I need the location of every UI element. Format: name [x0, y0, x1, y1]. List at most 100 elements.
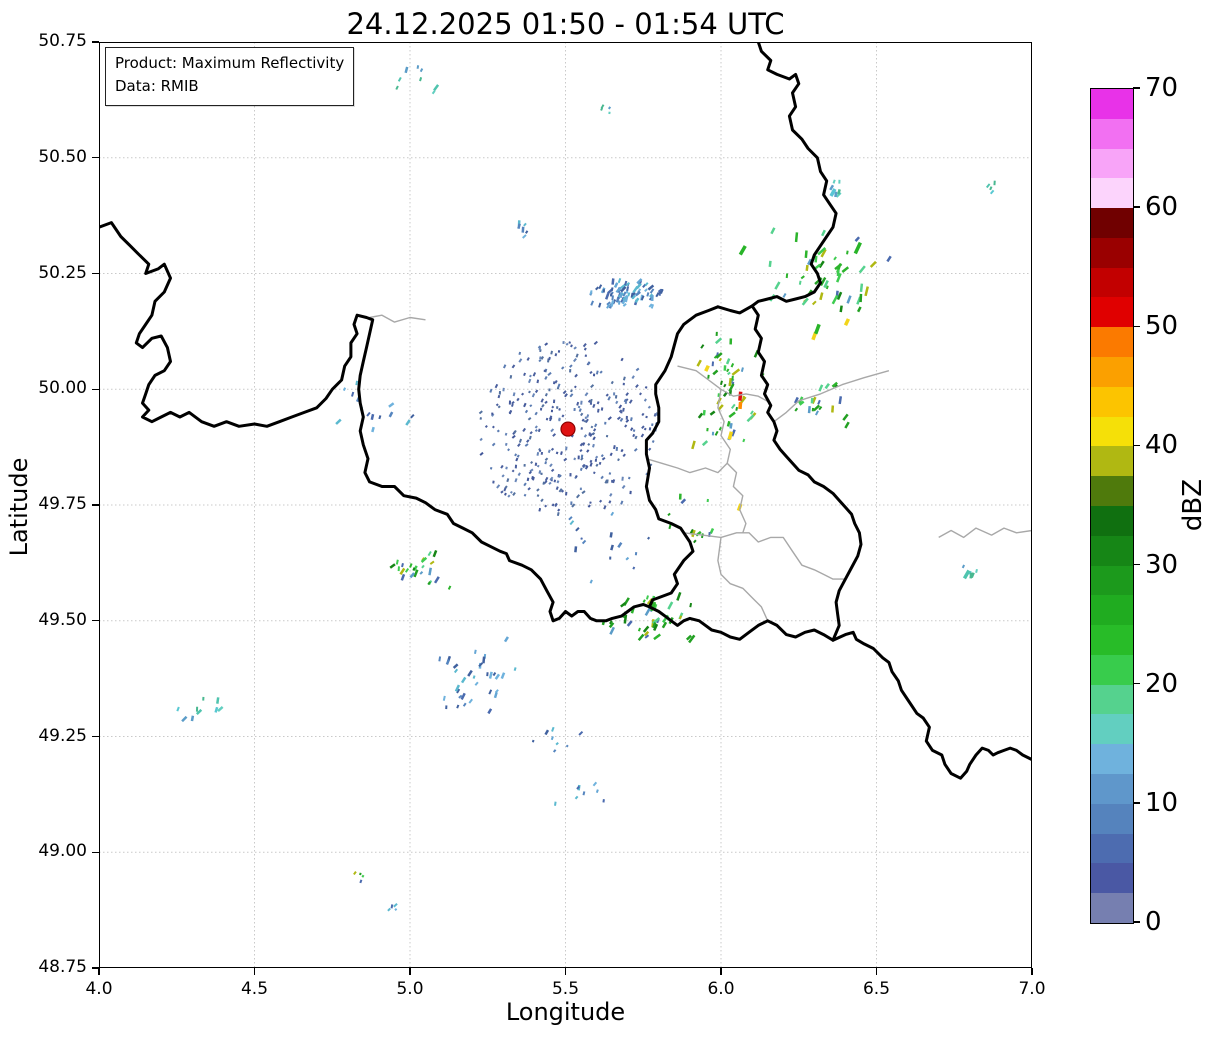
y-tick-mark: [92, 157, 99, 159]
country-borders: [99, 42, 1032, 780]
colorbar-label: dBZ: [1178, 478, 1208, 532]
colorbar-segment: [1091, 178, 1133, 209]
colorbar-tick-mark: [1133, 802, 1140, 804]
x-tick-label: 5.0: [396, 979, 424, 999]
y-tick-label: 49.00: [38, 841, 87, 862]
y-tick-label: 49.25: [38, 725, 87, 746]
admin-border-lux-canton-north: [677, 365, 772, 404]
y-axis-label: Latitude: [5, 457, 33, 557]
y-tick-mark: [92, 504, 99, 506]
colorbar-segment: [1091, 535, 1133, 566]
admin-border-belgium-province: [369, 314, 426, 323]
y-tick-mark: [92, 851, 99, 853]
colorbar-segment: [1091, 773, 1133, 804]
colorbar-tick-label: 70: [1145, 73, 1179, 103]
country-border-belgium-germany: [750, 42, 838, 308]
y-tick-mark: [92, 272, 99, 275]
colorbar-segment: [1091, 684, 1133, 715]
colorbar-segment: [1091, 565, 1133, 596]
radar-site-marker: [560, 421, 576, 437]
colorbar-segments: [1091, 89, 1133, 923]
colorbar-segment: [1091, 208, 1133, 238]
admin-borders: [369, 314, 1032, 622]
admin-border-lux-canton-southeast: [717, 537, 769, 622]
country-border-luxembourg-outline: [644, 304, 863, 642]
colorbar-tick-label: 0: [1145, 907, 1162, 937]
x-tick-mark: [564, 968, 567, 975]
colorbar-tick-label: 40: [1145, 430, 1179, 461]
y-tick-label: 50.50: [38, 146, 87, 167]
info-box: Product: Maximum Reflectivity Data: RMIB: [105, 47, 355, 106]
x-tick-mark: [253, 968, 256, 975]
colorbar-segment: [1091, 118, 1133, 149]
admin-border-lux-canton-west: [646, 458, 728, 474]
colorbar-segment: [1091, 327, 1133, 358]
y-tick-mark: [92, 967, 99, 969]
colorbar-segment: [1091, 505, 1133, 536]
colorbar-segment: [1091, 654, 1133, 685]
x-tick-label: 6.5: [862, 979, 891, 999]
colorbar-segment: [1091, 803, 1133, 834]
x-tick-label: 4.0: [85, 979, 113, 999]
colorbar-segment: [1091, 714, 1133, 745]
x-tick-mark: [720, 968, 722, 975]
x-tick-label: 6.0: [707, 979, 735, 999]
colorbar-segment: [1091, 446, 1133, 477]
y-tick-mark: [92, 41, 99, 43]
colorbar-segment: [1091, 148, 1133, 179]
colorbar: [1090, 88, 1134, 924]
colorbar-segment: [1091, 625, 1133, 655]
admin-border-germany-saarland: [938, 527, 1032, 539]
y-tick-label: 50.25: [38, 262, 87, 283]
plot-title: 24.12.2025 01:50 - 01:54 UTC: [346, 7, 785, 41]
x-tick-mark: [409, 968, 411, 975]
x-tick-mark: [98, 968, 100, 975]
x-tick-label: 5.5: [551, 979, 580, 999]
colorbar-segment: [1091, 476, 1133, 506]
y-tick-mark: [92, 735, 99, 738]
colorbar-segment: [1091, 89, 1133, 119]
admin-border-lux-canton-south: [683, 532, 846, 580]
colorbar-tick-mark: [1133, 921, 1140, 923]
colorbar-segment: [1091, 863, 1133, 894]
info-data-line: Data: RMIB: [115, 77, 199, 96]
colorbar-segment: [1091, 237, 1133, 268]
colorbar-tick-label: 60: [1145, 192, 1179, 223]
x-axis-label: Longitude: [505, 998, 626, 1026]
colorbar-tick-label: 20: [1145, 668, 1179, 699]
colorbar-segment: [1091, 744, 1133, 774]
colorbar-tick-mark: [1133, 563, 1140, 566]
colorbar-segment: [1091, 357, 1133, 387]
colorbar-tick-label: 30: [1145, 549, 1179, 580]
admin-border-germany-eifel: [773, 370, 890, 423]
y-tick-label: 49.50: [38, 609, 87, 630]
map-plot-area: Product: Maximum Reflectivity Data: RMIB: [99, 42, 1032, 968]
x-tick-label: 4.5: [240, 979, 269, 999]
colorbar-tick-label: 50: [1145, 311, 1179, 342]
x-tick-mark: [875, 968, 878, 975]
colorbar-segment: [1091, 386, 1133, 417]
colorbar-segment: [1091, 595, 1133, 626]
y-tick-mark: [92, 388, 99, 390]
colorbar-segment: [1091, 416, 1133, 447]
colorbar-tick-label: 10: [1145, 787, 1179, 818]
map-canvas: [99, 42, 1032, 968]
info-product-line: Product: Maximum Reflectivity: [115, 54, 345, 72]
colorbar-tick-mark: [1133, 87, 1140, 89]
colorbar-segment: [1091, 833, 1133, 864]
colorbar-tick-mark: [1133, 206, 1140, 208]
x-tick-mark: [1031, 968, 1033, 975]
country-border-france-germany: [831, 630, 1032, 780]
colorbar-segment: [1091, 267, 1133, 298]
colorbar-tick-mark: [1133, 444, 1140, 447]
radar-echoes: [176, 65, 996, 912]
country-border-france-belgium: [99, 221, 651, 623]
x-tick-label: 7.0: [1018, 979, 1046, 999]
y-tick-label: 50.75: [38, 31, 87, 51]
y-tick-mark: [92, 620, 99, 622]
y-tick-label: 49.75: [38, 494, 87, 514]
y-tick-label: 50.00: [38, 378, 87, 399]
colorbar-tick-mark: [1133, 325, 1140, 327]
colorbar-segment: [1091, 893, 1133, 923]
